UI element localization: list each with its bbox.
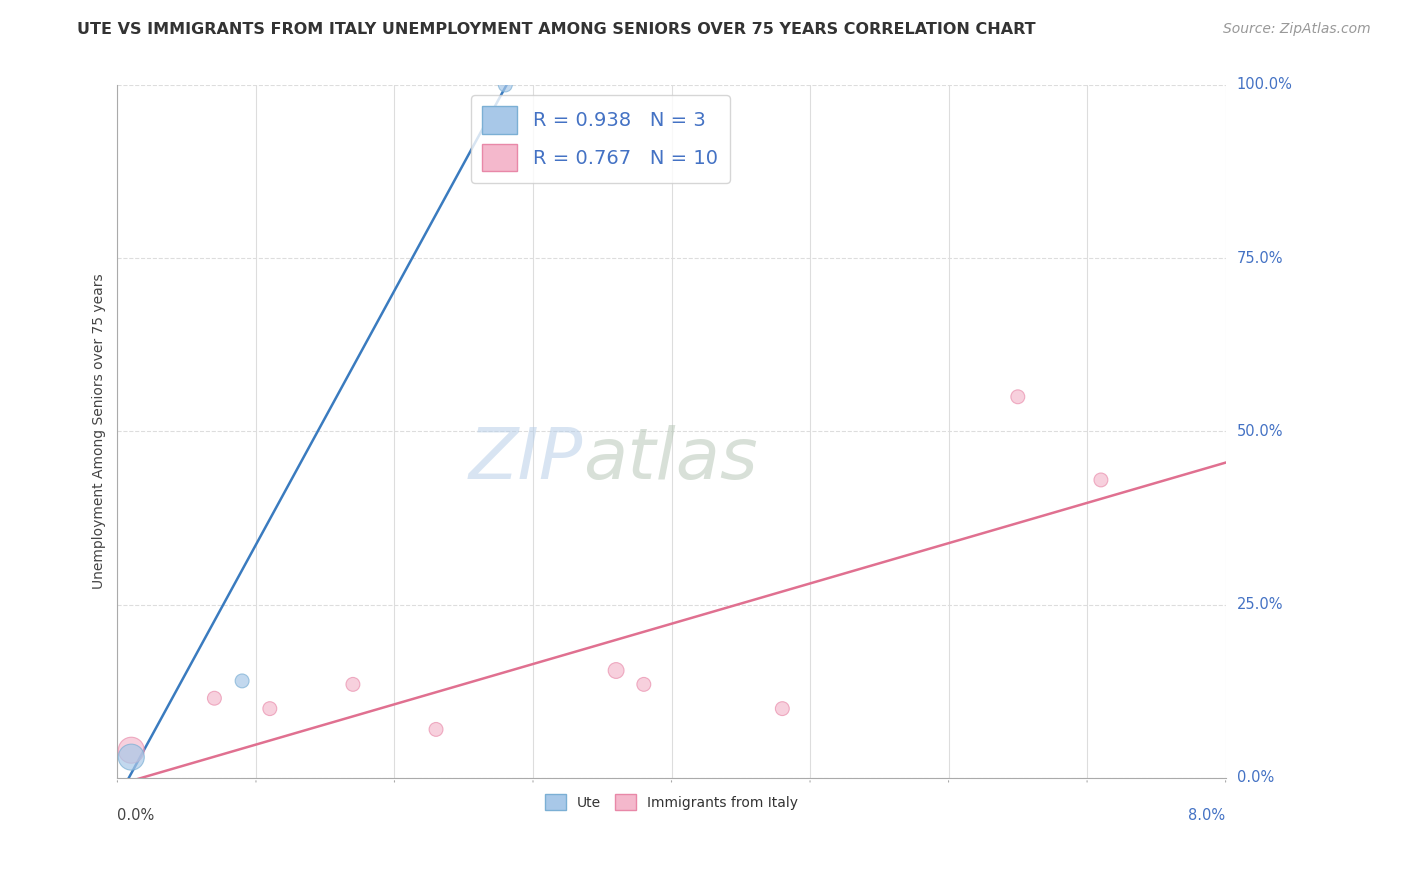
Point <box>202 691 225 706</box>
Text: 75.0%: 75.0% <box>1237 251 1284 266</box>
Text: 50.0%: 50.0% <box>1237 424 1284 439</box>
Point <box>633 677 655 691</box>
Text: 25.0%: 25.0% <box>1237 597 1284 612</box>
Point <box>494 78 516 92</box>
Text: 8.0%: 8.0% <box>1188 808 1226 823</box>
Legend: Ute, Immigrants from Italy: Ute, Immigrants from Italy <box>540 788 803 816</box>
Point <box>231 673 253 688</box>
Point <box>342 677 364 691</box>
Text: 100.0%: 100.0% <box>1237 78 1292 93</box>
Point <box>259 701 281 715</box>
Point <box>770 701 793 715</box>
Point <box>120 750 142 764</box>
Point <box>120 743 142 757</box>
Text: UTE VS IMMIGRANTS FROM ITALY UNEMPLOYMENT AMONG SENIORS OVER 75 YEARS CORRELATIO: UTE VS IMMIGRANTS FROM ITALY UNEMPLOYMEN… <box>77 22 1036 37</box>
Point <box>425 723 447 737</box>
Text: Source: ZipAtlas.com: Source: ZipAtlas.com <box>1223 22 1371 37</box>
Point <box>605 664 627 678</box>
Point <box>1007 390 1029 404</box>
Point <box>1090 473 1112 487</box>
Text: ZIP: ZIP <box>468 425 583 493</box>
Text: 0.0%: 0.0% <box>118 808 155 823</box>
Y-axis label: Unemployment Among Seniors over 75 years: Unemployment Among Seniors over 75 years <box>93 274 107 590</box>
Text: 0.0%: 0.0% <box>1237 771 1274 786</box>
Text: atlas: atlas <box>583 425 758 493</box>
